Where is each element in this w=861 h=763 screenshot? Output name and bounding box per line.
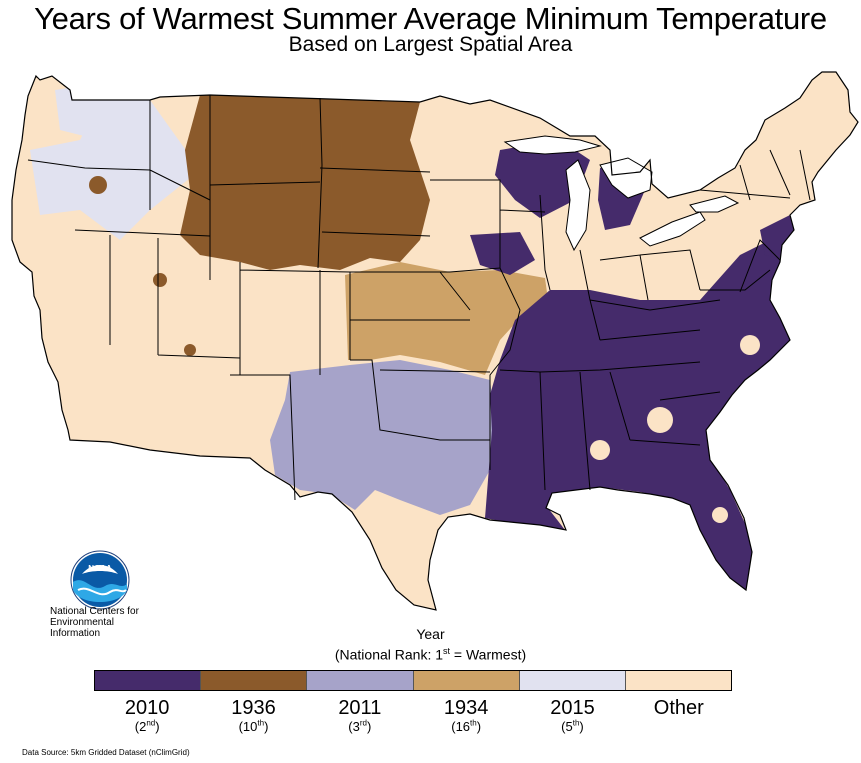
legend-title: Year [416,626,445,642]
legend-swatch-other [625,671,732,690]
us-temperature-map [11,71,859,611]
legend-labels: 2010 (2nd) 1936 (10th) 2011 (3rd) 1934 (… [94,697,732,734]
legend-color-bar [94,670,732,691]
region-1934 [345,262,548,375]
legend-rank-note: (National Rank: 1st = Warmest) [334,646,527,663]
data-source-note: Data Source: 5km Gridded Dataset (nClimG… [22,748,190,757]
legend-swatch-2015 [519,671,626,690]
region-2010 [485,240,790,590]
legend-swatch-1934 [413,671,520,690]
region-2011 [270,360,495,515]
page-title: Years of Warmest Summer Average Minimum … [34,1,827,36]
legend-swatch-2011 [307,671,414,690]
legend-label-1936: 1936 (10th) [231,697,276,734]
noaa-logo-icon: NOAA [70,550,130,610]
region-2015 [30,100,200,240]
org-name: National Centers for Environmental Infor… [50,606,139,639]
legend-label-2010: 2010 (2nd) [124,697,170,734]
legend-label-2015: 2015 (5th) [550,697,595,734]
legend-label-1934: 1934 (16th) [443,697,489,734]
legend-swatch-1936 [201,671,308,690]
page-subtitle: Based on Largest Spatial Area [288,33,573,56]
great-lakes [503,135,740,252]
legend-swatch-2010 [95,671,202,690]
legend-label-2011: 2011 (3rd) [338,697,382,734]
state-borders [27,95,811,501]
legend-label-other: Other [653,697,704,719]
svg-text:NOAA: NOAA [88,564,112,573]
